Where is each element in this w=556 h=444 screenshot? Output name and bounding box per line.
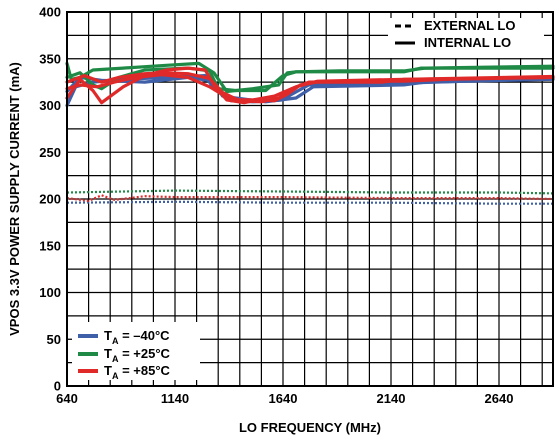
series-line-external-minus40C [66, 200, 553, 205]
y-tick-label: 250 [39, 145, 61, 160]
legend-internal-lo: INTERNAL LO [424, 35, 511, 50]
x-tick-label: 2140 [377, 391, 406, 406]
legend-label-minus40: TA = –40°C [104, 328, 170, 346]
legend-label-plus85: TA = +85°C [104, 363, 171, 381]
x-tick-labels: 640 1140 1640 2140 2640 [56, 391, 513, 406]
y-tick-label: 100 [39, 285, 61, 300]
x-tick-label: 1140 [161, 391, 189, 406]
temperature-legend: TA = –40°C TA = +25°C TA = +85°C [72, 322, 200, 381]
y-tick-label: 200 [39, 192, 61, 207]
x-tick-label: 2640 [485, 391, 514, 406]
series-lines [65, 61, 555, 205]
line-style-legend: EXTERNAL LO INTERNAL LO [388, 18, 544, 58]
legend-external-lo: EXTERNAL LO [424, 18, 516, 33]
legend-label-plus25: TA = +25°C [104, 346, 171, 364]
y-tick-labels: 0 50 100 150 200 250 300 350 400 [39, 5, 61, 394]
series-line-external-plus85C [66, 194, 554, 202]
y-tick-label: 0 [54, 379, 61, 394]
x-tick-label: 1640 [269, 391, 298, 406]
y-tick-label: 300 [39, 98, 61, 113]
y-axis-label: VPOS 3.3V POWER SUPPLY CURRENT (mA) [7, 62, 22, 336]
series-line-external-plus25C [66, 189, 554, 195]
y-tick-label: 50 [47, 332, 61, 347]
x-axis-label: LO FREQUENCY (MHz) [239, 420, 381, 435]
x-tick-label: 640 [56, 391, 78, 406]
y-tick-label: 350 [39, 51, 61, 66]
y-tick-label: 400 [39, 5, 61, 20]
plot-frame [66, 11, 554, 387]
y-tick-label: 150 [39, 238, 61, 253]
series-line-internal-plus85C [65, 72, 555, 102]
